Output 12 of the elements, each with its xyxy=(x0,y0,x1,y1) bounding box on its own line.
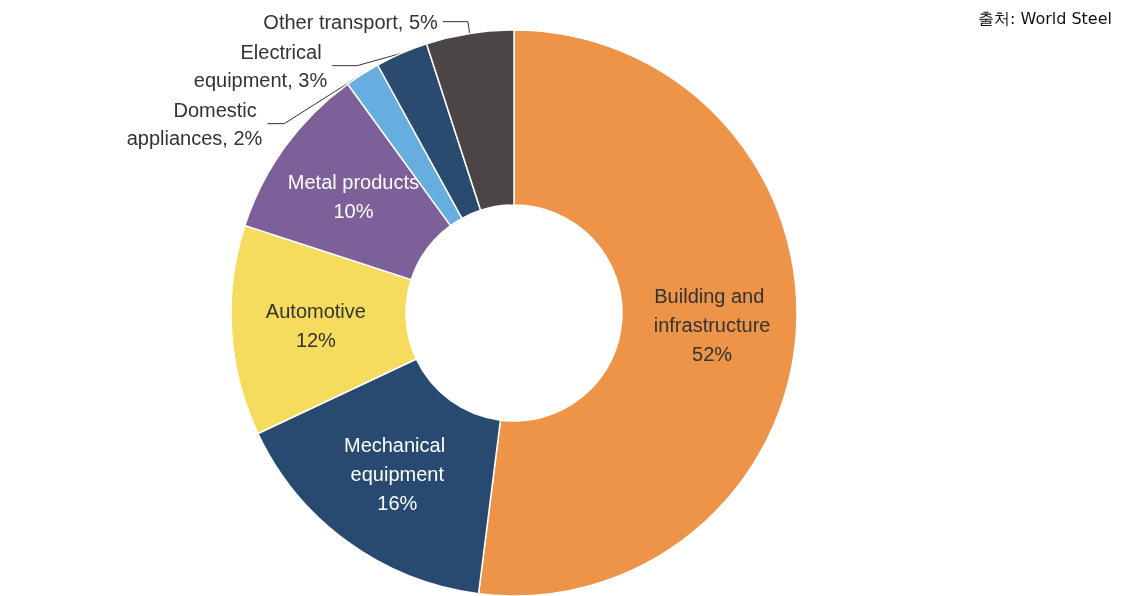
slice-label: Building and infrastructure xyxy=(653,285,771,337)
slice-label: Metal products xyxy=(287,170,419,193)
data-label: 16% xyxy=(377,491,418,514)
data-label: 52% xyxy=(692,343,733,366)
data-label: 10% xyxy=(333,199,374,222)
slice-label: Other transport, 5% xyxy=(263,10,439,33)
slice-label: Mechanical equipment xyxy=(343,433,451,485)
slice-label: Electrical equipment, 3% xyxy=(193,40,328,91)
source-note: 출처: World Steel xyxy=(978,8,1113,28)
slice-label: Automotive xyxy=(265,299,366,322)
data-label: 12% xyxy=(295,328,337,351)
slice-label: Domestic appliances, 2% xyxy=(126,98,263,149)
